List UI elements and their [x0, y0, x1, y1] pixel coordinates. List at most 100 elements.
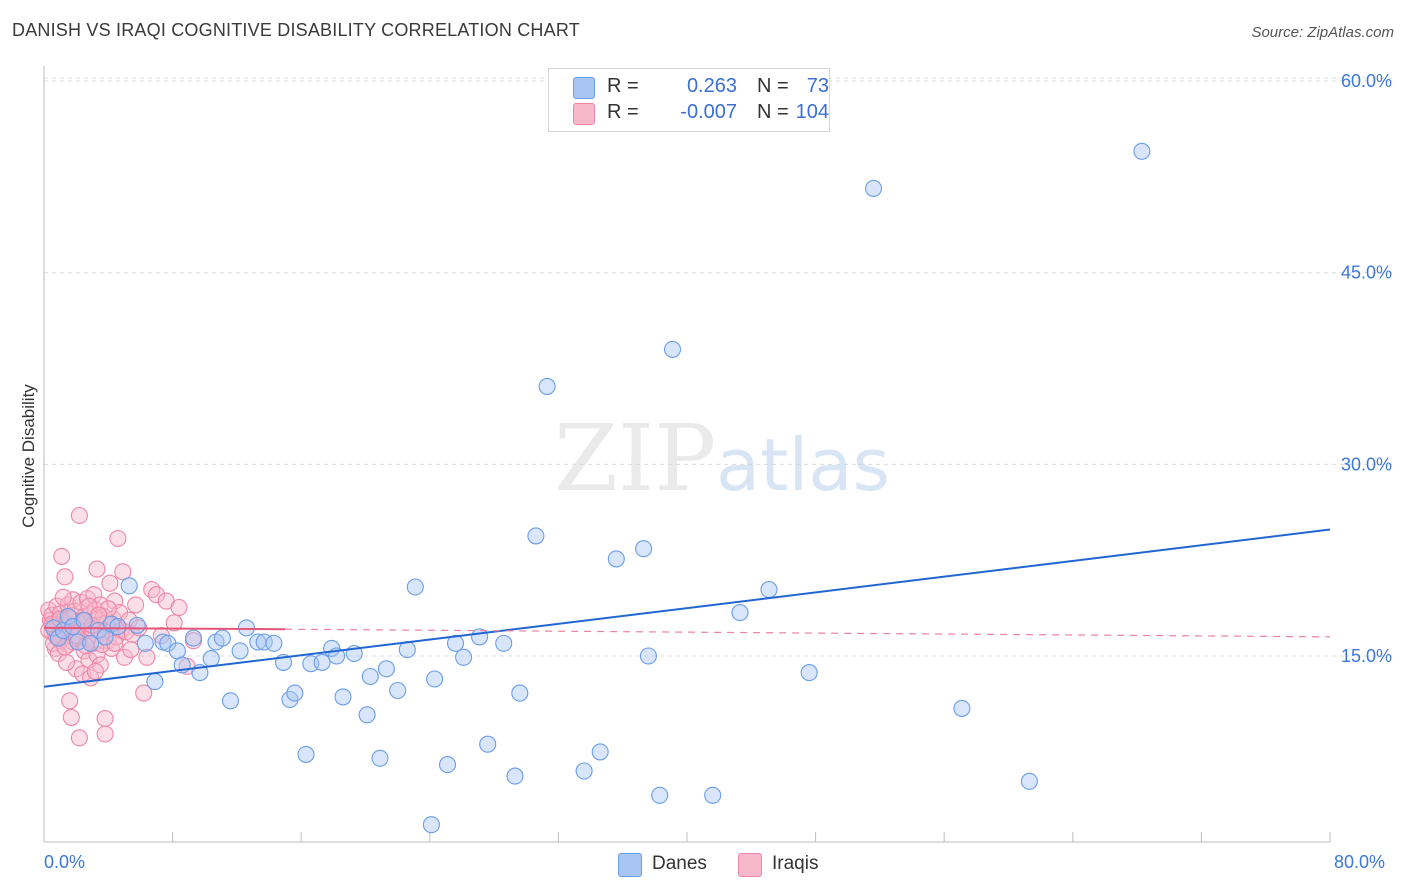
- data-point-iraqis: [62, 708, 80, 726]
- data-point-danes: [635, 540, 653, 558]
- data-point-danes: [265, 634, 283, 652]
- watermark-zip: ZIP: [554, 405, 716, 512]
- grid-lines: [44, 77, 1392, 657]
- data-point-iraqis: [101, 574, 119, 592]
- legend-r-value: 0.263: [686, 75, 737, 97]
- series-label-danes: Danes: [652, 853, 707, 874]
- series-swatch-iraqis: [738, 853, 762, 877]
- data-point-iraqis: [122, 641, 140, 659]
- legend-n-value: 104: [795, 101, 829, 123]
- data-point-danes: [511, 684, 529, 702]
- data-point-iraqis: [56, 638, 74, 656]
- data-point-iraqis: [138, 648, 156, 666]
- data-point-danes: [361, 667, 379, 686]
- data-point-iraqis: [54, 588, 72, 606]
- legend-n-value: 73: [806, 75, 829, 97]
- data-point-iraqis: [143, 581, 161, 599]
- data-point-danes: [663, 340, 682, 358]
- y-tick-label: 45.0%: [1341, 263, 1392, 283]
- y-tick-label: 15.0%: [1341, 646, 1392, 666]
- axes: [43, 66, 1331, 843]
- data-point-iraqis: [70, 729, 88, 747]
- data-point-danes: [864, 179, 883, 197]
- watermark: ZIP atlas: [554, 405, 890, 512]
- data-point-danes: [455, 648, 473, 666]
- data-point-iraqis: [53, 547, 71, 565]
- x-tick-min: 0.0%: [44, 852, 86, 872]
- data-point-danes: [591, 743, 609, 761]
- data-point-danes: [607, 550, 625, 568]
- data-point-danes: [479, 735, 497, 753]
- y-tick-labels: 15.0% 30.0% 45.0% 60.0%: [1341, 71, 1392, 666]
- data-point-danes: [202, 650, 220, 668]
- data-point-iraqis: [86, 662, 104, 680]
- legend-r-label: R =: [607, 101, 639, 123]
- data-point-iraqis: [135, 684, 153, 702]
- data-point-iraqis: [123, 625, 141, 643]
- data-point-danes: [334, 688, 352, 706]
- correlation-legend: R = 0.263 N = 73 R = -0.007 N = 104: [548, 68, 830, 132]
- data-point-danes: [313, 653, 331, 671]
- data-point-danes: [128, 616, 146, 634]
- data-points: [40, 142, 1151, 834]
- y-axis-label: Cognitive Disability: [19, 384, 38, 528]
- series-swatch-danes: [618, 853, 642, 877]
- data-point-danes: [731, 604, 749, 622]
- data-point-iraqis: [165, 614, 183, 632]
- data-point-danes: [237, 619, 256, 637]
- data-point-danes: [75, 611, 93, 629]
- data-point-danes: [377, 660, 395, 678]
- chart-title: DANISH VS IRAQI COGNITIVE DISABILITY COR…: [12, 20, 580, 40]
- data-point-danes: [371, 749, 389, 767]
- data-point-iraqis: [61, 692, 79, 710]
- trend-line-danes: [43, 528, 1331, 688]
- data-point-danes: [109, 618, 127, 636]
- trend-line-ext-iraqis: [285, 628, 1331, 638]
- data-point-iraqis: [109, 529, 127, 548]
- data-point-danes: [446, 634, 465, 652]
- legend-r-value: -0.007: [680, 101, 737, 123]
- data-point-danes: [398, 641, 416, 659]
- data-point-danes: [297, 745, 315, 763]
- data-point-danes: [506, 767, 524, 785]
- legend-n-label: N =: [757, 101, 789, 123]
- data-point-iraqis: [114, 563, 132, 581]
- x-tick-max: 80.0%: [1334, 852, 1386, 872]
- data-point-danes: [1133, 142, 1151, 160]
- data-point-danes: [575, 762, 593, 780]
- data-point-iraqis: [127, 596, 145, 614]
- data-point-danes: [120, 577, 138, 595]
- data-point-danes: [389, 681, 407, 700]
- y-tick-label: 60.0%: [1341, 71, 1392, 91]
- legend-r-label: R =: [607, 75, 639, 97]
- data-point-iraqis: [96, 725, 114, 743]
- data-point-danes: [213, 629, 231, 647]
- data-point-danes: [406, 578, 424, 596]
- data-point-danes: [82, 634, 100, 652]
- data-point-danes: [538, 377, 556, 395]
- trend-line-iraqis: [43, 626, 286, 631]
- data-point-iraqis: [170, 598, 188, 617]
- data-point-danes: [221, 692, 240, 710]
- series-label-iraqis: Iraqis: [772, 853, 819, 874]
- data-point-danes: [704, 786, 722, 804]
- data-point-iraqis: [70, 506, 88, 525]
- data-point-danes: [438, 756, 457, 774]
- data-point-danes: [471, 628, 489, 646]
- data-point-danes: [136, 634, 154, 652]
- data-point-danes: [358, 706, 376, 724]
- data-point-iraqis: [96, 710, 114, 728]
- data-point-danes: [651, 786, 669, 804]
- data-point-iraqis: [77, 637, 95, 655]
- data-point-danes: [800, 664, 818, 682]
- data-point-iraqis: [147, 586, 166, 604]
- y-tick-label: 30.0%: [1341, 454, 1392, 474]
- data-point-iraqis: [56, 568, 74, 586]
- data-point-danes: [953, 699, 971, 717]
- data-point-danes: [527, 527, 545, 545]
- legend-swatch-iraqis: [573, 103, 595, 125]
- data-point-danes: [69, 633, 87, 651]
- data-point-danes: [231, 642, 249, 660]
- legend-swatch-danes: [573, 77, 595, 99]
